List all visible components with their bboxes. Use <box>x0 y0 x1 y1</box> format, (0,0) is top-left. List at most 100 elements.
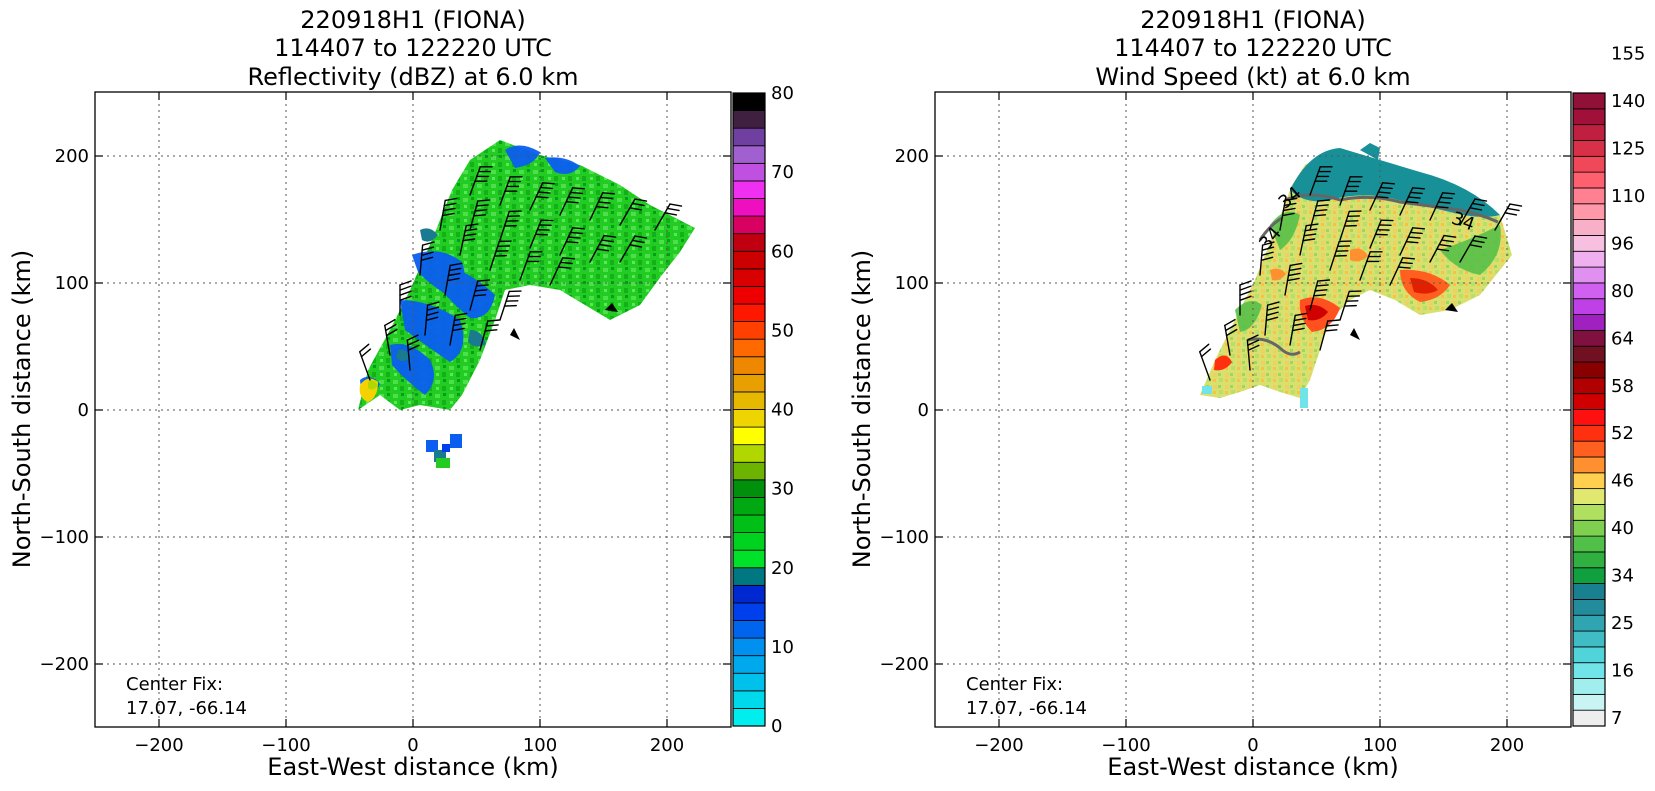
colorbar-swatch <box>733 357 765 375</box>
x-tick-label: −200 <box>974 735 1023 756</box>
colorbar-swatch <box>1573 520 1605 536</box>
colorbar-swatch <box>1573 204 1605 220</box>
center-fix-value: 17.07, -66.14 <box>126 698 247 719</box>
colorbar-tick-label: 25 <box>1611 613 1634 634</box>
colorbar-tick-label: 80 <box>771 83 794 104</box>
colorbar-swatch <box>1573 235 1605 251</box>
colorbar-tick-label: 30 <box>771 479 794 500</box>
colorbar-swatch <box>1573 172 1605 188</box>
colorbar-swatch <box>733 234 765 252</box>
colorbar-swatch <box>1573 140 1605 156</box>
wind-barb-feather <box>667 208 679 210</box>
wind-speed-field: 34 34 34 <box>1200 143 1512 408</box>
colorbar-swatch <box>733 691 765 709</box>
colorbar-swatch <box>733 322 765 340</box>
y-tick-label: −100 <box>880 527 929 548</box>
colorbar-swatch <box>733 585 765 603</box>
center-fix-label: Center Fix: <box>126 674 223 695</box>
x-tick-label: −200 <box>134 735 183 756</box>
y-tick-label: −100 <box>40 527 89 548</box>
grid-lines <box>935 92 1571 727</box>
wind-barb-feather <box>1201 349 1210 357</box>
colorbar-tick-label: 125 <box>1611 138 1645 159</box>
colorbar-swatch <box>1573 504 1605 520</box>
colorbar-tick-label: 80 <box>1611 281 1634 302</box>
colorbar-swatch <box>733 304 765 322</box>
y-tick-label: 100 <box>895 273 929 294</box>
panel-title-line-3: Reflectivity (dBZ) at 6.0 km <box>248 63 579 91</box>
y-tick-label: 100 <box>55 273 89 294</box>
colorbar-swatch <box>1573 125 1605 141</box>
colorbar-swatch <box>1573 663 1605 679</box>
colorbar-swatch <box>733 111 765 129</box>
colorbar-tick-label: 46 <box>1611 471 1634 492</box>
colorbar-swatch <box>733 638 765 656</box>
colorbar-tick-label: 0 <box>771 716 782 737</box>
panel-title-line-2: 114407 to 122220 UTC <box>1114 34 1392 62</box>
colorbar-tick-label: 40 <box>1611 518 1634 539</box>
colorbar-tick-label: 10 <box>771 637 794 658</box>
colorbar-swatch <box>1573 188 1605 204</box>
colorbar-swatch <box>1573 679 1605 695</box>
colorbar-swatch <box>1573 315 1605 331</box>
colorbar-swatch <box>1573 251 1605 267</box>
colorbar-swatch <box>733 603 765 621</box>
x-axis-label: East-West distance (km) <box>267 753 558 781</box>
colorbar-swatch <box>733 146 765 164</box>
colorbar-swatch <box>733 550 765 568</box>
colorbar-swatch <box>733 497 765 515</box>
panel-title-line-3: Wind Speed (kt) at 6.0 km <box>1095 63 1410 91</box>
colorbar-swatch <box>1573 457 1605 473</box>
center-fix-value: 17.07, -66.14 <box>966 698 1087 719</box>
panel-title-line-1: 220918H1 (FIONA) <box>300 6 525 34</box>
colorbar-swatch <box>733 286 765 304</box>
reflectivity-field <box>358 140 695 468</box>
colorbar-tick-label: 40 <box>771 400 794 421</box>
center-fix-label: Center Fix: <box>966 674 1063 695</box>
colorbar-swatch <box>1573 615 1605 631</box>
colorbar-swatch <box>1573 299 1605 315</box>
y-axis-label: North-South distance (km) <box>848 250 876 569</box>
wind-barb-pennant <box>1350 328 1360 340</box>
colorbar-swatch <box>733 427 765 445</box>
wind-barb-feather <box>400 286 411 290</box>
colorbar-swatch <box>1573 330 1605 346</box>
colorbar-swatch <box>1573 283 1605 299</box>
colorbar-swatch <box>733 568 765 586</box>
colorbar-swatch <box>1573 489 1605 505</box>
colorbar-swatch <box>733 339 765 357</box>
wind-barb-feather <box>670 204 682 206</box>
colorbar-swatch <box>733 251 765 269</box>
colorbar-swatch <box>1573 93 1605 109</box>
colorbar-swatch <box>1573 599 1605 615</box>
colorbar-swatch <box>1573 473 1605 489</box>
colorbar-swatch <box>1573 109 1605 125</box>
colorbar-swatch <box>1573 425 1605 441</box>
colorbar-tick-label: 58 <box>1611 376 1634 397</box>
reflectivity-panel: 220918H1 (FIONA) 114407 to 122220 UTC Re… <box>8 6 794 781</box>
y-tick-label: −200 <box>40 654 89 675</box>
colorbar-tick-label: 60 <box>771 241 794 262</box>
colorbar-swatch <box>1573 536 1605 552</box>
wind-speed-panel: 220918H1 (FIONA) 114407 to 122220 UTC Wi… <box>848 6 1645 781</box>
echo-isolated-cells <box>426 434 462 468</box>
colorbar-swatch <box>733 93 765 111</box>
wind-barb-feather <box>1510 204 1522 206</box>
colorbar-swatch <box>1573 220 1605 236</box>
colorbar-swatch <box>1573 267 1605 283</box>
colorbar-swatch <box>733 673 765 691</box>
colorbar-swatch <box>733 216 765 234</box>
colorbar-swatch <box>733 181 765 199</box>
panel-title-line-1: 220918H1 (FIONA) <box>1140 6 1365 34</box>
colorbar-swatch <box>1573 710 1605 726</box>
wind-barb-feather <box>360 344 369 352</box>
colorbar-swatch <box>733 392 765 410</box>
colorbar-swatch <box>733 656 765 674</box>
x-tick-label: 200 <box>650 735 684 756</box>
colorbar-tick-label: 20 <box>771 558 794 579</box>
colorbar-swatch <box>733 269 765 287</box>
colorbar-swatch <box>1573 552 1605 568</box>
y-axis-label: North-South distance (km) <box>8 250 36 569</box>
wind-barb-feather <box>361 349 370 357</box>
